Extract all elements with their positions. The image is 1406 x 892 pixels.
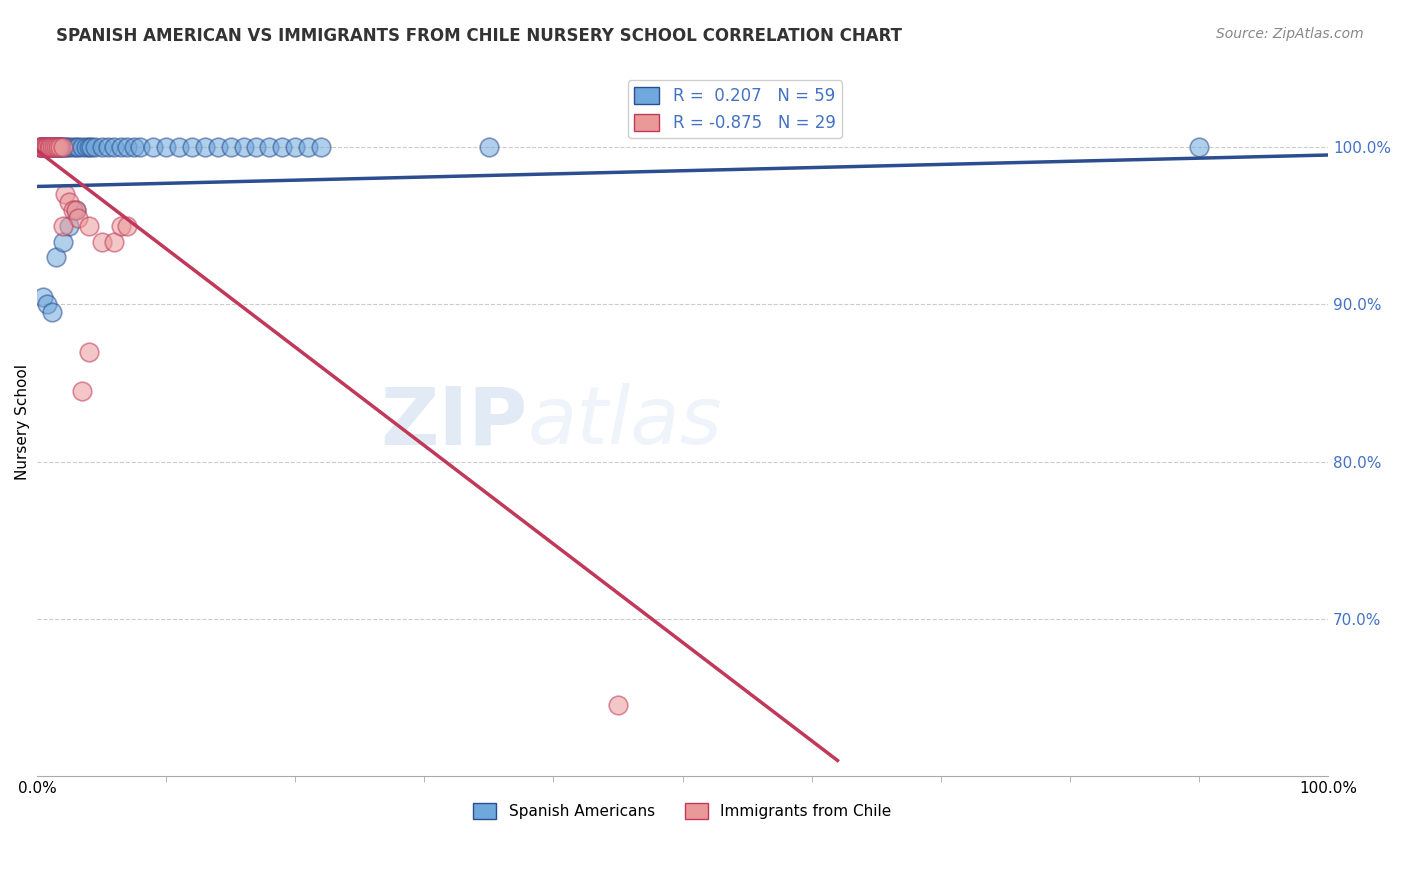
Point [58,219,80,233]
Point [38,140,60,154]
Point [34,140,56,154]
Point [65,202,87,217]
Point [52,219,75,233]
Point [38,140,60,154]
Point [219,140,242,154]
Point [607,698,630,713]
Point [232,140,254,154]
Point [207,140,229,154]
Point [51,140,73,154]
Legend: Spanish Americans, Immigrants from Chile: Spanish Americans, Immigrants from Chile [467,797,898,825]
Point [122,140,145,154]
Point [45,140,67,154]
Point [32,140,55,154]
Point [77,219,100,233]
Point [30,140,52,154]
Point [271,140,294,154]
Point [58,140,80,154]
Point [65,140,87,154]
Point [42,140,65,154]
Point [62,140,84,154]
Point [1188,140,1211,154]
Point [142,140,165,154]
Text: SPANISH AMERICAN VS IMMIGRANTS FROM CHILE NURSERY SCHOOL CORRELATION CHART: SPANISH AMERICAN VS IMMIGRANTS FROM CHIL… [56,27,903,45]
Point [41,140,63,154]
Point [35,140,58,154]
Point [284,140,307,154]
Point [67,211,90,225]
Point [70,140,93,154]
Text: ZIP: ZIP [381,384,527,461]
Text: atlas: atlas [527,384,723,461]
Point [53,187,76,202]
Point [194,140,217,154]
Point [41,140,63,154]
Point [48,140,70,154]
Point [80,140,103,154]
Point [42,140,65,154]
Point [32,140,55,154]
Point [55,140,77,154]
Point [46,140,69,154]
Point [52,235,75,249]
Point [52,140,75,154]
Point [53,140,76,154]
Point [67,140,90,154]
Point [478,140,501,154]
Point [90,140,112,154]
Point [44,140,66,154]
Point [70,384,93,398]
Point [97,140,120,154]
Point [41,305,63,319]
Point [31,140,53,154]
Point [180,140,202,154]
Point [167,140,190,154]
Point [46,140,69,154]
Point [110,140,132,154]
Point [45,250,67,264]
Point [62,202,84,217]
Y-axis label: Nursery School: Nursery School [15,364,30,481]
Point [77,344,100,359]
Point [155,140,177,154]
Point [117,140,139,154]
Point [129,140,152,154]
Text: Source: ZipAtlas.com: Source: ZipAtlas.com [1216,27,1364,41]
Point [90,235,112,249]
Point [38,140,60,154]
Point [52,140,75,154]
Point [37,140,59,154]
Point [49,140,72,154]
Point [297,140,319,154]
Point [84,140,107,154]
Point [45,140,67,154]
Point [245,140,267,154]
Point [49,140,72,154]
Point [259,140,281,154]
Point [65,202,87,217]
Point [58,195,80,210]
Point [77,140,100,154]
Point [117,219,139,233]
Point [38,140,60,154]
Point [103,235,125,249]
Point [31,140,53,154]
Point [35,140,58,154]
Point [32,289,55,303]
Point [30,140,52,154]
Point [103,140,125,154]
Point [110,219,132,233]
Point [37,140,59,154]
Point [34,140,56,154]
Point [28,140,51,154]
Point [28,140,51,154]
Point [75,140,97,154]
Point [37,297,59,311]
Point [309,140,332,154]
